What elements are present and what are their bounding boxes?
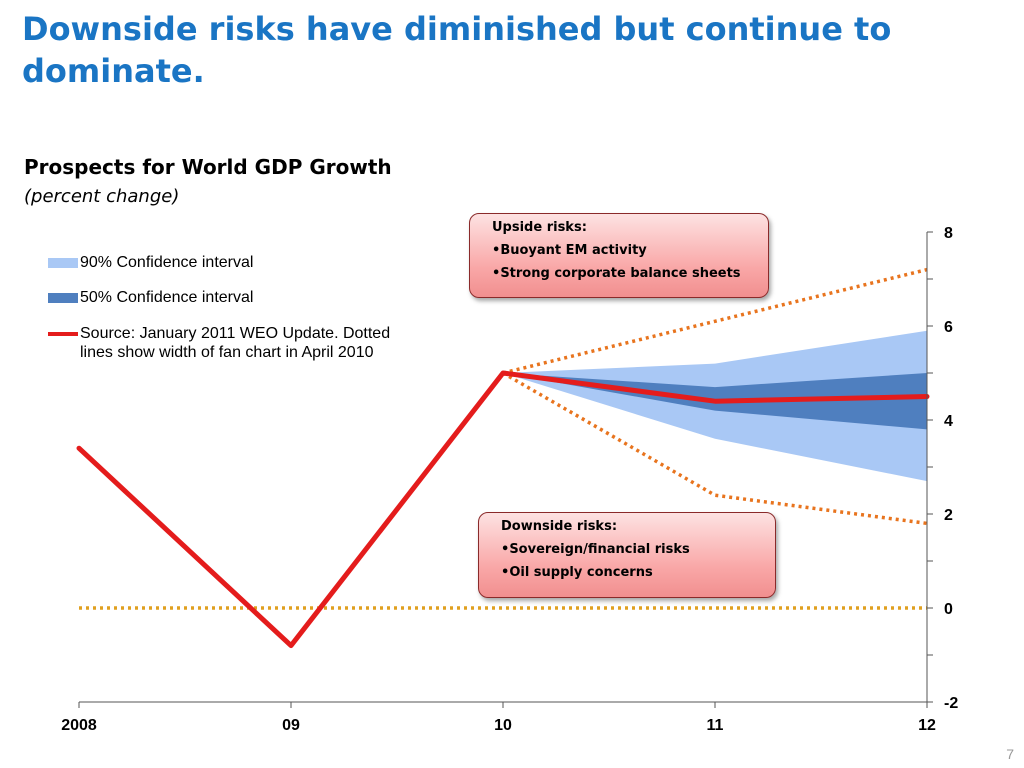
legend-label-source: Source: January 2011 WEO Update. Dotted …: [80, 324, 390, 362]
y-tick-label: 2: [944, 507, 953, 524]
april-2010-fan-bound-line: [502, 267, 928, 375]
legend-label-source-line1: Source: January 2011 WEO Update. Dotted: [80, 325, 391, 342]
slide-title: Downside risks have diminished but conti…: [22, 10, 892, 90]
downside-risk-item: Oil supply concerns: [501, 565, 765, 580]
legend-item-90-ci: 90% Confidence interval: [48, 253, 253, 272]
downside-risk-item: Sovereign/financial risks: [501, 542, 765, 557]
upside-risk-item: Strong corporate balance sheets: [492, 266, 758, 281]
legend-swatch-50-ci: [48, 293, 78, 303]
legend-label-source-line2: lines show width of fan chart in April 2…: [80, 344, 374, 361]
page-number: 7: [1006, 746, 1014, 762]
x-tick-label: 12: [918, 717, 936, 734]
legend-swatch-source-line: [48, 332, 78, 336]
downside-risks-box: Downside risks: Sovereign/financial risk…: [478, 512, 776, 598]
legend-swatch-90-ci: [48, 258, 78, 268]
legend-label-90-ci: 90% Confidence interval: [80, 254, 254, 271]
legend-item-source-line: Source: January 2011 WEO Update. Dotted …: [48, 324, 390, 362]
april-2010-fan-bound-line: [502, 371, 928, 526]
y-tick-label: 6: [944, 319, 953, 336]
gdp-growth-line: [76, 370, 930, 649]
upside-risks-box: Upside risks: Buoyant EM activity Strong…: [469, 213, 769, 298]
y-tick-label: 4: [944, 413, 953, 430]
legend-item-50-ci: 50% Confidence interval: [48, 288, 253, 307]
chart-unit: (percent change): [24, 186, 180, 207]
legend-label-50-ci: 50% Confidence interval: [80, 289, 254, 306]
x-tick-label: 2008: [61, 717, 97, 734]
chart-title: Prospects for World GDP Growth: [24, 155, 392, 179]
x-tick-label: 09: [282, 717, 300, 734]
y-tick-label: 0: [944, 601, 953, 618]
upside-risks-heading: Upside risks:: [492, 220, 587, 235]
downside-risks-heading: Downside risks:: [501, 519, 618, 534]
upside-risk-item: Buoyant EM activity: [492, 243, 758, 258]
x-tick-label: 11: [707, 717, 724, 734]
y-tick-label: -2: [944, 695, 958, 712]
y-tick-label: 8: [944, 225, 953, 242]
x-tick-label: 10: [494, 717, 512, 734]
